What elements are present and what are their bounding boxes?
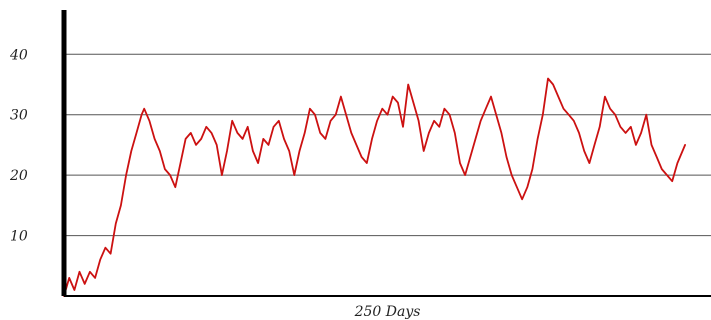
y-tick-label-10: 10	[10, 229, 28, 245]
y-tick-label-30: 30	[10, 108, 28, 124]
y-tick-label-40: 40	[9, 47, 28, 63]
y-tick-labels: 10 20 30 40	[9, 47, 28, 244]
x-axis-label: 250 Days	[354, 304, 421, 320]
y-tick-label-20: 20	[9, 168, 28, 184]
series-line	[63, 77, 686, 297]
